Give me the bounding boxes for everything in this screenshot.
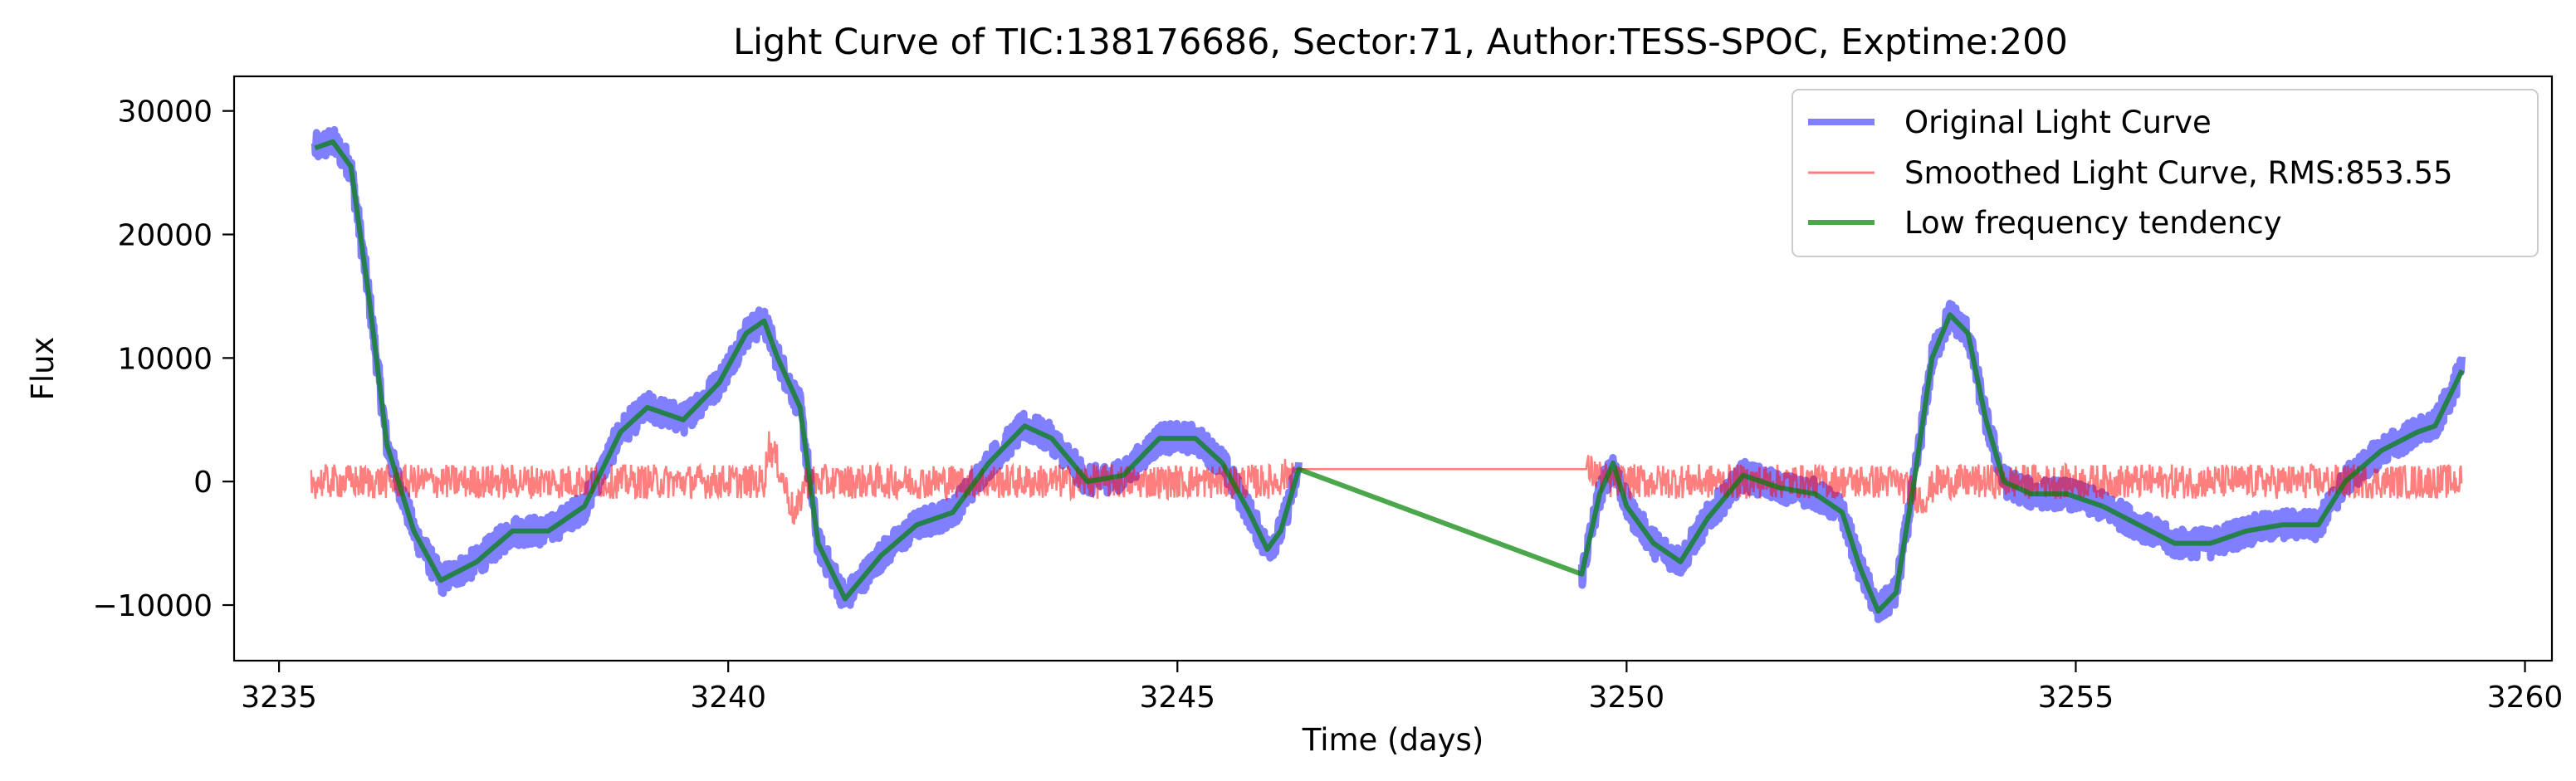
y-tick-label: −10000 <box>92 589 213 623</box>
series-low-frequency-tendency <box>314 139 2465 614</box>
plot-area-frame <box>232 75 2554 662</box>
chart-title: Light Curve of TIC:138176686, Sector:71,… <box>733 22 2068 63</box>
legend-label-original: Original Light Curve <box>1904 105 2212 140</box>
legend-label-trend: Low frequency tendency <box>1904 205 2282 241</box>
legend-box <box>1791 89 2539 257</box>
y-tick-label: 0 <box>193 466 213 500</box>
y-tick-label: 20000 <box>117 219 213 253</box>
x-tick-label: 3250 <box>1589 681 1665 715</box>
x-tick-label: 3260 <box>2487 681 2564 715</box>
legend-label-smoothed: Smoothed Light Curve, RMS:853.55 <box>1904 155 2453 191</box>
x-axis-title: Time (days) <box>1302 722 1484 758</box>
x-tick-label: 3235 <box>241 681 317 715</box>
series-layer <box>310 125 2466 623</box>
legend: Original Light Curve Smoothed Light Curv… <box>1791 89 2539 257</box>
series-smoothed-light-curve <box>310 431 2463 525</box>
y-axis: −10000 0 10000 20000 30000 <box>92 95 234 623</box>
x-tick-label: 3255 <box>2038 681 2114 715</box>
x-axis: 3235 3240 3245 3250 3255 3260 <box>241 661 2563 715</box>
y-axis-title: Flux <box>25 337 61 401</box>
x-tick-label: 3240 <box>690 681 766 715</box>
x-tick-label: 3245 <box>1139 681 1215 715</box>
y-tick-label: 10000 <box>117 342 213 376</box>
y-tick-label: 30000 <box>117 95 213 129</box>
